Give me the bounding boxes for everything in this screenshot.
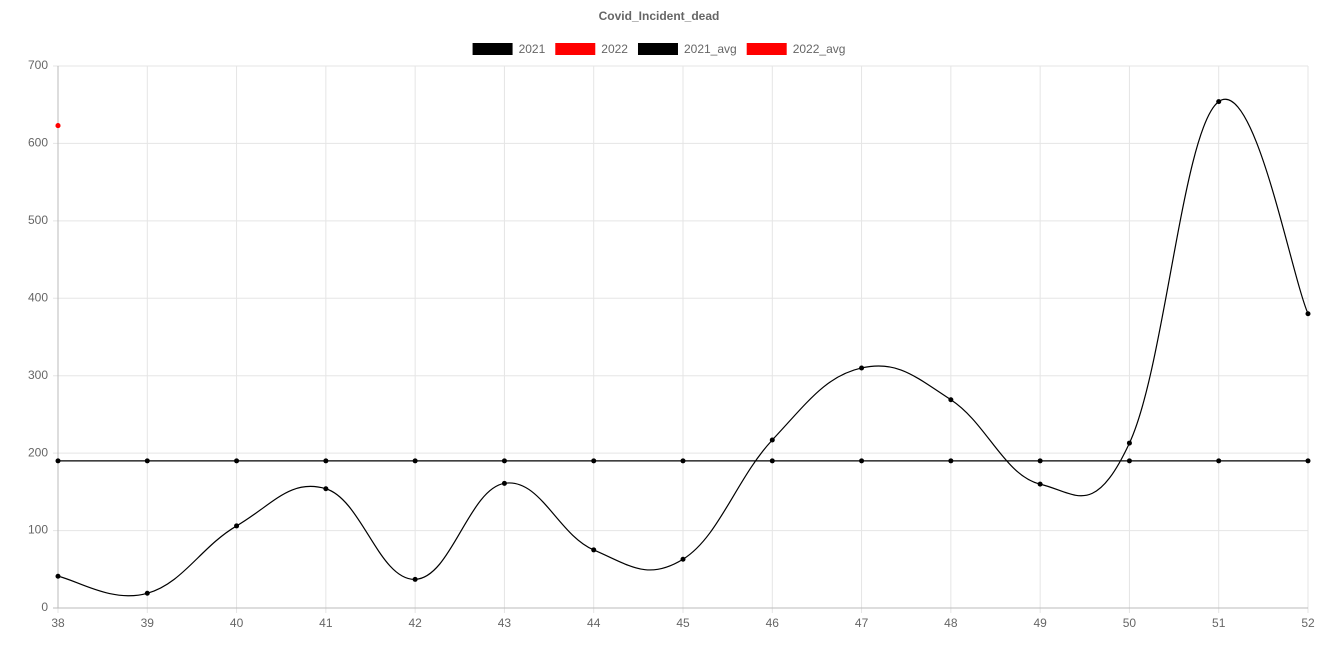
legend-swatch (472, 43, 513, 55)
data-point (680, 458, 686, 464)
data-point (234, 523, 240, 529)
legend-swatch (555, 43, 596, 55)
data-point (1216, 99, 1222, 105)
data-point (144, 458, 150, 464)
x-tick-label: 40 (230, 616, 244, 630)
y-tick-label: 700 (28, 58, 48, 72)
x-tick-label: 43 (498, 616, 512, 630)
x-tick-label: 38 (51, 616, 65, 630)
x-tick-label: 47 (855, 616, 869, 630)
data-point (1037, 481, 1043, 487)
x-tick-label: 39 (141, 616, 155, 630)
legend-label: 2022_avg (793, 42, 846, 56)
chart-title: Covid_Incident_dead (599, 9, 720, 23)
data-point (144, 590, 150, 596)
data-point (323, 458, 329, 464)
legend: 2021 2022 2021_avg 2022_avg (472, 42, 846, 56)
data-point (501, 458, 507, 464)
legend-swatch (637, 43, 678, 55)
legend-swatch (746, 43, 787, 55)
x-tick-label: 42 (408, 616, 422, 630)
data-point (769, 437, 775, 443)
data-point (55, 458, 61, 464)
data-point (1305, 311, 1311, 317)
x-tick-label: 50 (1123, 616, 1137, 630)
y-tick-label: 0 (41, 600, 48, 614)
y-tick-label: 100 (28, 523, 48, 537)
data-point (323, 486, 329, 492)
y-tick-label: 300 (28, 368, 48, 382)
data-point (1305, 458, 1311, 464)
x-tick-label: 46 (766, 616, 780, 630)
data-point (412, 458, 418, 464)
legend-label: 2021 (519, 42, 546, 56)
data-point (501, 480, 507, 486)
x-tick-label: 52 (1301, 616, 1315, 630)
y-tick-label: 600 (28, 136, 48, 150)
x-tick-label: 48 (944, 616, 958, 630)
x-tick-label: 45 (676, 616, 690, 630)
data-point (591, 547, 597, 553)
data-point (859, 365, 865, 371)
legend-label: 2022 (601, 42, 628, 56)
data-point (769, 458, 775, 464)
data-point (591, 458, 597, 464)
series-line (57, 98, 1309, 597)
x-tick-label: 49 (1033, 616, 1047, 630)
legend-label: 2021_avg (684, 42, 737, 56)
y-tick-label: 400 (28, 290, 48, 304)
y-tick-label: 200 (28, 445, 48, 459)
data-point (948, 397, 954, 403)
data-point (55, 123, 61, 129)
x-tick-label: 51 (1212, 616, 1226, 630)
data-point (1126, 440, 1132, 446)
x-tick-label: 44 (587, 616, 601, 630)
data-point (55, 573, 61, 579)
data-point (1216, 458, 1222, 464)
data-point (234, 458, 240, 464)
data-point (1126, 458, 1132, 464)
x-tick-label: 41 (319, 616, 333, 630)
data-point (1037, 458, 1043, 464)
data-point (859, 458, 865, 464)
data-point (948, 458, 954, 464)
y-tick-label: 500 (28, 213, 48, 227)
data-point (412, 576, 418, 582)
data-point (680, 556, 686, 562)
